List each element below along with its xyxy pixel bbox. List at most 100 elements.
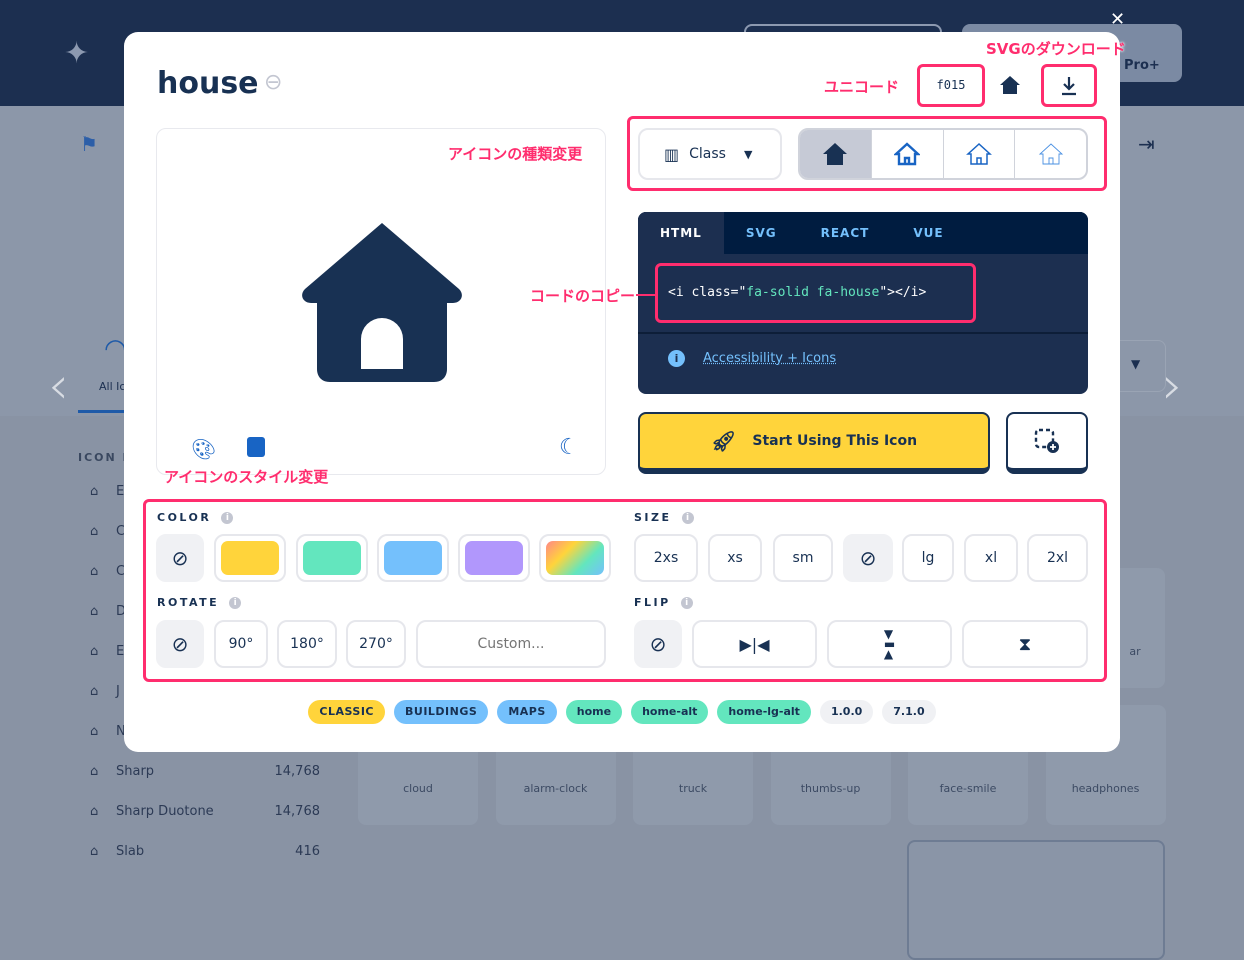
sidebar-item[interactable]: ⌂ Sharp Duotone 14,768 (90, 804, 320, 819)
sidebar-item-count: 416 (295, 844, 320, 859)
card-label: truck (633, 782, 753, 795)
size-button[interactable]: ⊘ (843, 534, 893, 582)
tab-underline (78, 410, 124, 413)
flip-label-text: FLIP (634, 596, 671, 609)
flag-icon[interactable]: ⚑ (80, 132, 98, 156)
start-using-button[interactable]: 🚀︎ Start Using This Icon (638, 412, 990, 474)
color-swatch[interactable] (458, 534, 530, 582)
tab-all-icons[interactable]: All Ic (99, 380, 125, 393)
size-button[interactable]: lg (902, 534, 954, 582)
sidebar-item[interactable]: ⌂ Slab 416 (90, 844, 320, 859)
swatch-fill (303, 541, 361, 575)
sidebar-item[interactable]: ⌂ Sharp 14,768 (90, 764, 320, 779)
code-snippet[interactable]: <i class="fa-solid fa-house"></i> (655, 263, 976, 323)
tag-badge[interactable]: BUILDINGS (394, 700, 488, 724)
code-tabs: HTML SVG REACT VUE (638, 212, 1088, 254)
rotate-label: ROTATE i (157, 596, 241, 609)
size-label: SIZE i (634, 511, 694, 524)
tag-badge[interactable]: CLASSIC (308, 700, 385, 724)
rotate-label-text: ROTATE (157, 596, 219, 609)
palette-icon[interactable]: 🎨︎ (191, 437, 216, 461)
sidebar-item-count: 14,768 (275, 804, 321, 819)
color-swatch[interactable] (539, 534, 611, 582)
tag-badge[interactable]: home-lg-alt (717, 700, 811, 724)
link-icon[interactable]: ⊖ (264, 70, 282, 95)
unicode-copy-button[interactable]: f015 (917, 64, 985, 107)
ban-icon: ⊘ (650, 632, 667, 656)
info-icon[interactable]: i (681, 597, 693, 609)
rotate-button[interactable]: 270° (346, 620, 406, 668)
size-button[interactable]: xl (964, 534, 1018, 582)
sign-in-icon[interactable]: ⇥ (1138, 132, 1155, 156)
house-chimney-icon: ⌂ (90, 524, 106, 539)
tag-badge[interactable]: 1.0.0 (820, 700, 873, 724)
sidebar-item-label: Slab (116, 844, 144, 859)
swatch-fill (546, 541, 604, 575)
flip-both-button[interactable]: ⧗ (962, 620, 1088, 668)
add-to-kit-button[interactable] (1006, 412, 1088, 474)
card-label: thumbs-up (771, 782, 891, 795)
info-icon[interactable]: i (682, 512, 694, 524)
size-label: lg (922, 550, 935, 566)
sidebar-item-label: J (116, 684, 120, 699)
tab-svg[interactable]: SVG (724, 212, 799, 254)
sidebar-item-label: Sharp (116, 764, 154, 779)
color-swatch[interactable] (214, 534, 286, 582)
style-thin-button[interactable] (1014, 130, 1086, 178)
info-icon[interactable]: i (221, 512, 233, 524)
download-svg-button[interactable] (1041, 64, 1097, 107)
moon-icon[interactable]: ☾ (559, 435, 579, 460)
tag-badge[interactable]: 7.1.0 (882, 700, 935, 724)
chevron-left-icon[interactable]: ‹ (48, 356, 69, 416)
house-light-icon (966, 142, 992, 166)
flip-horizontal-button[interactable]: ▶|◀ (692, 620, 817, 668)
flag-icon: ⌂ (90, 484, 106, 499)
icon-card[interactable] (907, 840, 1165, 960)
tag-badge[interactable]: home-alt (631, 700, 708, 724)
tab-vue[interactable]: VUE (891, 212, 965, 254)
size-button[interactable]: sm (773, 534, 833, 582)
style-regular-button[interactable] (871, 130, 943, 178)
flip-none-button[interactable]: ⊘ (634, 620, 682, 668)
tag-badge[interactable]: MAPS (497, 700, 556, 724)
style-family-value: Class (689, 146, 726, 162)
rotate-button[interactable]: 90° (214, 620, 268, 668)
house-icon: ⌂ (90, 564, 106, 579)
swatch-fill (221, 541, 279, 575)
flip-vertical-icon: ▼ ▬ ▲ (884, 629, 895, 659)
size-label: xs (727, 550, 743, 566)
color-none-button[interactable]: ⊘ (156, 534, 204, 582)
style-light-button[interactable] (943, 130, 1015, 178)
download-icon (1060, 76, 1078, 96)
accessibility-link[interactable]: Accessibility + Icons (703, 351, 836, 366)
color-swatch[interactable] (296, 534, 368, 582)
code-part: "></i> (879, 285, 926, 300)
annotation-unicode: ユニコード (824, 76, 899, 97)
rotate-none-button[interactable]: ⊘ (156, 620, 204, 668)
tab-react[interactable]: REACT (799, 212, 892, 254)
size-button[interactable]: xs (708, 534, 762, 582)
style-family-select[interactable]: ▥ Class ▼ (638, 128, 782, 180)
house-duotone-icon: ⌂ (90, 604, 106, 619)
flip-vertical-button[interactable]: ▼ ▬ ▲ (827, 620, 952, 668)
size-button[interactable]: 2xs (634, 534, 698, 582)
annotation-svg-download: SVGのダウンロード (986, 38, 1126, 59)
color-swatch[interactable] (377, 534, 449, 582)
tag-list: CLASSIC BUILDINGS MAPS home home-alt home-lg-… (124, 700, 1120, 724)
tab-html[interactable]: HTML (638, 212, 724, 254)
icon-title: house (157, 66, 259, 101)
film-icon[interactable] (247, 437, 265, 457)
close-icon[interactable]: ✕ (1110, 10, 1125, 30)
style-solid-button[interactable] (800, 130, 871, 178)
house-icon[interactable] (1000, 75, 1020, 95)
info-icon[interactable]: i (229, 597, 241, 609)
swatchbook-icon: ▥ (664, 145, 679, 164)
custom-rotate-input[interactable] (416, 620, 606, 668)
size-button[interactable]: 2xl (1027, 534, 1088, 582)
rotate-button[interactable]: 180° (277, 620, 337, 668)
house-slab-icon: ⌂ (90, 844, 106, 859)
ban-icon: ⊘ (860, 546, 877, 570)
annotation-arrow (636, 294, 656, 296)
annotation-code-copy: コードのコピー (530, 285, 635, 306)
tag-badge[interactable]: home (566, 700, 622, 724)
